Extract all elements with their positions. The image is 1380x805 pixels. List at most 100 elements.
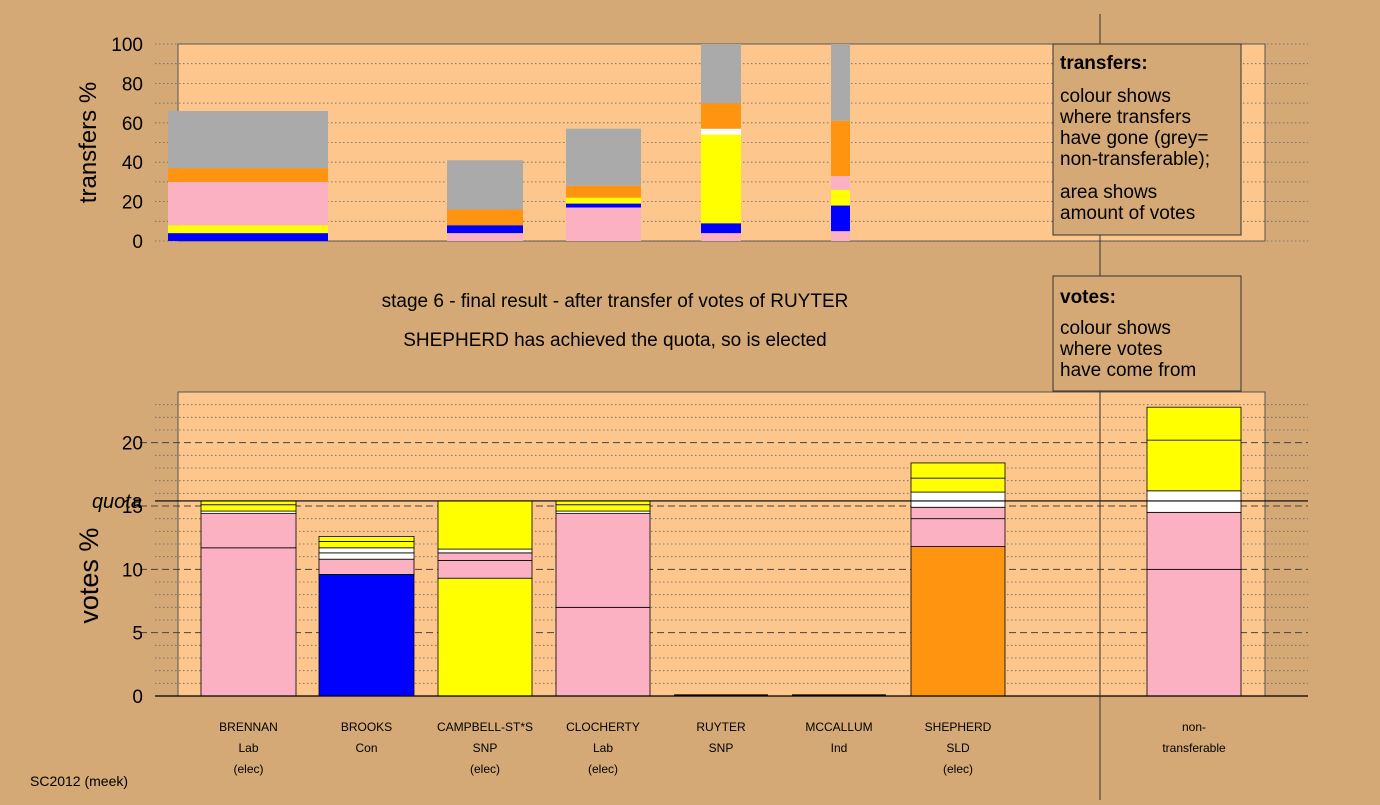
transfers-tick-label: 40 bbox=[122, 153, 143, 174]
transfer-segment-campbellsts bbox=[447, 160, 523, 210]
vote-segment-brooks bbox=[318, 536, 415, 542]
candidate-name-label: non- bbox=[1182, 720, 1206, 734]
vote-segment-brennan bbox=[200, 513, 297, 549]
vote-segment-non bbox=[1146, 568, 1242, 697]
vote-segment-non bbox=[1146, 406, 1242, 441]
transfer-segment-brennan bbox=[168, 233, 328, 241]
transfer-segment-campbellsts bbox=[447, 209, 523, 226]
vote-segment-shepherd bbox=[910, 477, 1006, 493]
votes-axis-label: votes % bbox=[74, 528, 104, 624]
transfer-segment-mccallum bbox=[831, 189, 850, 206]
vote-segment-brooks bbox=[318, 558, 415, 575]
transfer-segment-campbellsts bbox=[447, 233, 523, 241]
transfers-legend-line: have gone (grey= bbox=[1060, 128, 1208, 149]
transfer-segment-clocherty bbox=[566, 185, 641, 198]
transfer-segment-ruyter bbox=[701, 44, 741, 104]
votes-tick-label: 20 bbox=[122, 434, 143, 455]
vote-segment-brooks bbox=[318, 574, 415, 697]
transfer-segment-clocherty bbox=[566, 197, 641, 204]
transfer-segment-ruyter bbox=[701, 233, 741, 241]
vote-segment-campbellsts bbox=[437, 500, 533, 550]
transfers-tick-label: 100 bbox=[111, 35, 143, 56]
vote-segment-shepherd bbox=[910, 518, 1006, 547]
stage-heading: stage 6 - final result - after transfer … bbox=[382, 291, 849, 312]
transfers-legend-line: area shows bbox=[1060, 182, 1157, 203]
quota-label: quota bbox=[92, 491, 142, 513]
transfers-legend-title: transfers: bbox=[1060, 53, 1148, 74]
transfers-tick-label: 80 bbox=[122, 74, 143, 95]
vote-segment-non bbox=[1146, 439, 1242, 492]
transfer-segment-mccallum bbox=[831, 205, 850, 232]
transfer-segment-ruyter bbox=[701, 223, 741, 234]
vote-segment-shepherd bbox=[910, 491, 1006, 508]
vote-segment-shepherd bbox=[910, 546, 1006, 697]
votes-legend-box bbox=[1052, 275, 1242, 392]
votes-legend-line: where votes bbox=[1059, 339, 1162, 360]
candidate-name-label: CLOCHERTY bbox=[566, 720, 640, 734]
transfer-segment-clocherty bbox=[566, 207, 641, 241]
votes-legend-line: have come from bbox=[1060, 360, 1196, 381]
vote-segment-clocherty bbox=[555, 504, 651, 512]
transfer-segment-mccallum bbox=[831, 120, 850, 176]
result-heading: SHEPHERD has achieved the quota, so is e… bbox=[403, 330, 827, 351]
candidate-party-label: transferable bbox=[1162, 741, 1226, 755]
vote-segment-clocherty bbox=[555, 606, 651, 697]
candidate-party-label: Ind bbox=[831, 741, 848, 755]
votes-legend-line: colour shows bbox=[1060, 318, 1171, 339]
vote-segment-campbellsts bbox=[437, 577, 533, 697]
candidate-name-label: MCCALLUM bbox=[805, 720, 872, 734]
vote-segment-non bbox=[1146, 490, 1242, 513]
transfers-legend-line: non-transferable); bbox=[1060, 149, 1210, 170]
candidate-status-label: (elec) bbox=[470, 762, 500, 776]
transfer-segment-brennan bbox=[168, 110, 328, 169]
vote-segment-shepherd bbox=[910, 462, 1006, 479]
transfer-segment-ruyter bbox=[701, 134, 741, 224]
candidate-status-label: (elec) bbox=[233, 762, 263, 776]
votes-tick-label: 0 bbox=[132, 687, 143, 708]
transfer-segment-clocherty bbox=[566, 128, 641, 186]
votes-tick-label: 15 bbox=[122, 497, 143, 518]
footer-label: SC2012 (meek) bbox=[30, 773, 128, 789]
candidate-party-label: Con bbox=[355, 741, 377, 755]
vote-segment-brooks bbox=[318, 552, 415, 560]
candidate-name-label: RUYTER bbox=[696, 720, 746, 734]
transfer-segment-ruyter bbox=[701, 103, 741, 129]
candidate-party-label: SNP bbox=[709, 741, 734, 755]
transfer-segment-ruyter bbox=[701, 128, 741, 135]
transfer-segment-mccallum bbox=[831, 44, 850, 121]
transfer-segment-mccallum bbox=[831, 231, 850, 241]
votes-tick-label: 5 bbox=[132, 624, 143, 645]
transfer-segment-mccallum bbox=[831, 175, 850, 190]
transfer-segment-brennan bbox=[168, 168, 328, 182]
transfers-tick-label: 20 bbox=[122, 193, 143, 214]
transfers-tick-label: 0 bbox=[132, 232, 143, 253]
candidate-party-label: SNP bbox=[473, 741, 498, 755]
vote-segment-brennan bbox=[200, 547, 297, 697]
candidate-name-label: CAMPBELL-ST*S bbox=[437, 720, 533, 734]
vote-segment-clocherty bbox=[555, 513, 651, 608]
candidate-party-label: SLD bbox=[946, 741, 970, 755]
transfers-legend-line: colour shows bbox=[1060, 86, 1171, 107]
candidate-name-label: SHEPHERD bbox=[925, 720, 992, 734]
transfers-legend-line: amount of votes bbox=[1060, 203, 1195, 224]
vote-segment-brennan bbox=[200, 504, 297, 512]
votes-tick-label: 10 bbox=[122, 560, 143, 581]
vote-segment-campbellsts bbox=[437, 560, 533, 579]
transfer-segment-brennan bbox=[168, 225, 328, 234]
transfer-segment-clocherty bbox=[566, 203, 641, 208]
candidate-status-label: (elec) bbox=[588, 762, 618, 776]
transfers-tick-label: 60 bbox=[122, 114, 143, 135]
transfers-legend-box bbox=[1052, 43, 1242, 236]
transfers-axis-label: transfers % bbox=[75, 82, 102, 203]
candidate-party-label: Lab bbox=[593, 741, 613, 755]
candidate-party-label: Lab bbox=[238, 741, 258, 755]
votes-legend-title: votes: bbox=[1060, 287, 1116, 308]
transfer-segment-campbellsts bbox=[447, 225, 523, 234]
vote-segment-campbellsts bbox=[437, 552, 533, 561]
transfer-segment-brennan bbox=[168, 181, 328, 226]
transfers-legend-line: where transfers bbox=[1059, 107, 1191, 128]
candidate-name-label: BRENNAN bbox=[219, 720, 278, 734]
candidate-name-label: BROOKS bbox=[341, 720, 392, 734]
